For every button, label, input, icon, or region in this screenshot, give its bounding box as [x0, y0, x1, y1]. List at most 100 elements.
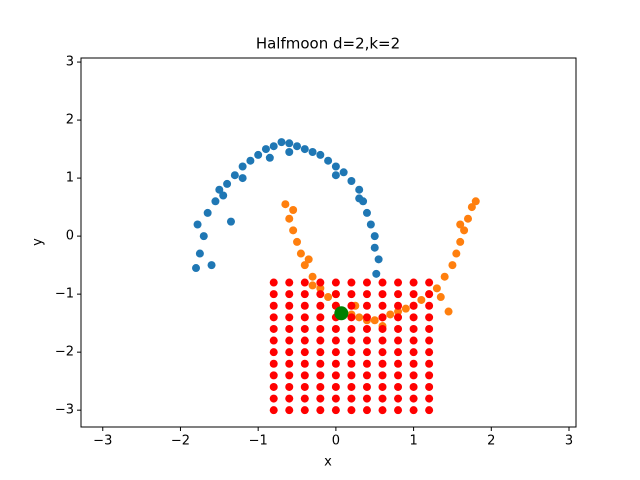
point [269, 301, 278, 310]
point [409, 301, 418, 310]
point [378, 301, 387, 310]
point [300, 394, 309, 403]
point [372, 269, 381, 278]
point [269, 406, 278, 415]
point [366, 220, 375, 229]
point [456, 237, 465, 246]
point [324, 293, 333, 302]
point [425, 290, 434, 299]
point [347, 406, 356, 415]
x-tick-label: 0 [332, 434, 340, 449]
point [265, 153, 274, 162]
point [409, 382, 418, 391]
point [394, 290, 403, 299]
point [211, 197, 220, 206]
point [355, 185, 364, 194]
point [300, 145, 309, 154]
point [394, 307, 403, 316]
point [316, 348, 325, 357]
point [269, 278, 278, 287]
point [293, 142, 302, 151]
point [425, 348, 434, 357]
point [394, 406, 403, 415]
point [456, 220, 465, 229]
point [417, 295, 426, 304]
point [347, 348, 356, 357]
point [432, 284, 441, 293]
point [362, 348, 371, 357]
point [316, 324, 325, 333]
point [331, 348, 340, 357]
point [444, 307, 453, 316]
point [316, 150, 325, 159]
y-tick-label: 2 [66, 113, 74, 128]
point [378, 278, 387, 287]
point [362, 394, 371, 403]
point [386, 310, 395, 319]
point [378, 359, 387, 368]
point [347, 177, 356, 185]
point [300, 359, 309, 368]
point [192, 264, 201, 273]
point [300, 324, 309, 333]
point [409, 371, 418, 380]
point [394, 313, 403, 322]
point [300, 290, 309, 299]
point [394, 382, 403, 391]
point [347, 324, 356, 333]
point [378, 348, 387, 357]
point [269, 371, 278, 380]
point [394, 324, 403, 333]
point [285, 139, 294, 148]
point [362, 208, 371, 217]
point [316, 371, 325, 380]
point [285, 147, 294, 156]
point [409, 313, 418, 322]
point [289, 226, 298, 235]
point [203, 208, 212, 217]
y-tick-label: −1 [55, 287, 74, 302]
point [331, 336, 340, 345]
point [355, 313, 364, 322]
point [409, 406, 418, 415]
point [308, 281, 317, 290]
point [331, 394, 340, 403]
point [269, 142, 278, 151]
point [425, 278, 434, 287]
point [347, 371, 356, 380]
chart-title: Halfmoon d=2,k=2 [256, 35, 400, 53]
point [425, 336, 434, 345]
point [285, 278, 294, 287]
point [362, 359, 371, 368]
point [300, 406, 309, 415]
point [370, 243, 379, 252]
x-axis-label: x [324, 455, 332, 470]
point [339, 168, 348, 177]
point [409, 290, 418, 299]
point [207, 261, 216, 270]
x-tick-label: −2 [171, 434, 190, 449]
point [316, 406, 325, 415]
point [362, 290, 371, 299]
point [300, 278, 309, 287]
point [316, 394, 325, 403]
point [425, 324, 434, 333]
point [401, 304, 410, 313]
point [269, 336, 278, 345]
point [285, 324, 294, 333]
point [285, 336, 294, 345]
point [246, 156, 255, 165]
point [269, 313, 278, 322]
plot-area [192, 138, 480, 415]
point [199, 232, 208, 241]
point [331, 290, 340, 299]
point [223, 179, 232, 188]
point [269, 382, 278, 391]
point [347, 313, 356, 322]
point [394, 371, 403, 380]
point [293, 237, 302, 246]
point [331, 359, 340, 368]
point [370, 232, 379, 241]
point [440, 272, 449, 281]
